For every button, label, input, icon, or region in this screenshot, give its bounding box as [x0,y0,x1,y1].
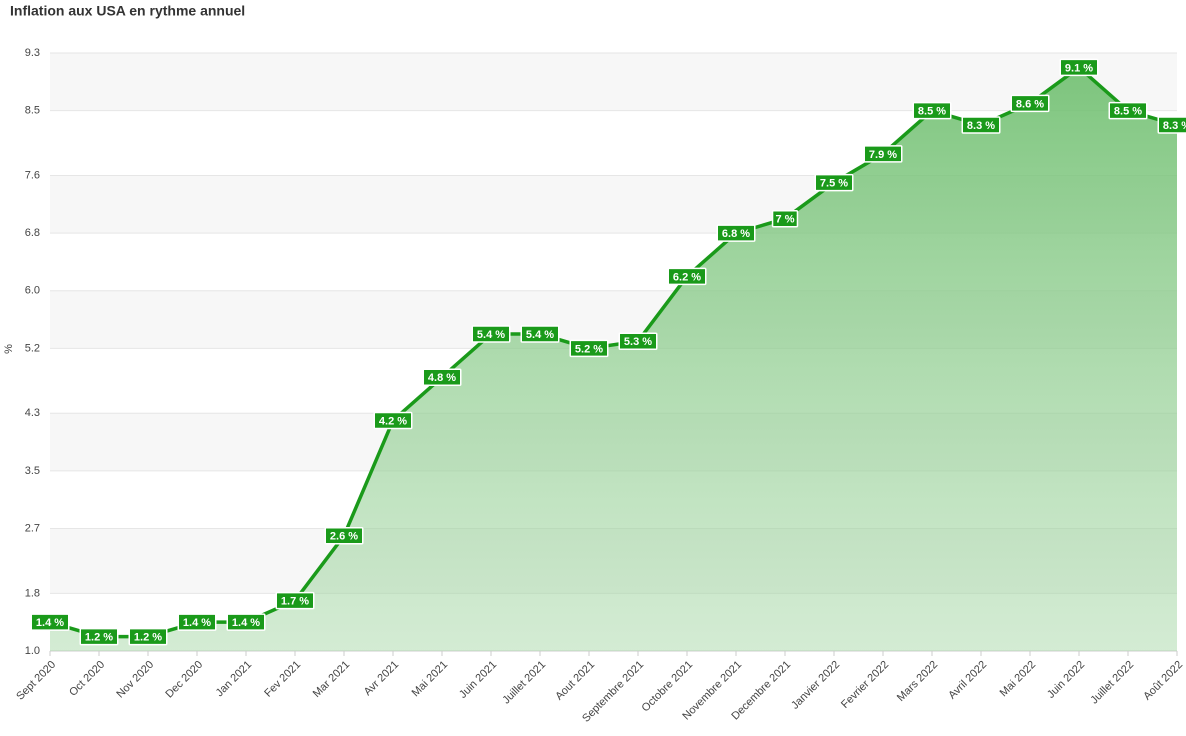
x-tick-label: Août 2022 [1141,659,1185,703]
value-label-box [471,325,511,343]
value-label: 9.1 % [1065,62,1093,74]
value-label: 5.4 % [477,329,505,341]
value-label-box [520,325,560,343]
value-label-box [422,368,462,386]
value-label-box [569,339,609,358]
x-tick-label: Aout 2021 [553,659,597,703]
y-tick-label: 4.3 [25,407,40,419]
x-tick-label: Janvier 2022 [789,659,842,712]
area [50,67,1177,651]
y-tick-label: 6.0 [25,285,40,297]
value-label: 6.8 % [722,228,750,240]
y-tick-label: 5.2 [25,342,40,354]
x-tick-label: Juillet 2021 [500,659,548,707]
x-tick-label: Dec 2020 [163,659,205,701]
value-label: 1.7 % [281,595,309,607]
value-label: 8.3 % [967,120,995,132]
x-tick-label: Mai 2022 [998,659,1038,699]
x-tick-label: Juillet 2022 [1088,659,1136,707]
value-label: 8.3 % [1163,120,1186,132]
x-tick-label: Octobre 2021 [640,659,696,715]
value-label: 1.2 % [134,631,162,643]
value-label-box [667,267,707,286]
value-label-box [814,173,854,192]
value-label-box [275,591,315,610]
y-tick-label: 1.0 [25,645,40,657]
value-label-box [716,224,756,242]
x-tick-label: Nov 2020 [114,659,156,701]
value-label: 1.4 % [232,617,260,629]
value-label-box [128,627,168,646]
y-axis-label: % [3,344,15,354]
x-tick-label: Jan 2021 [214,659,254,699]
value-label-box [30,613,70,631]
value-label: 2.6 % [330,531,358,543]
y-tick-label: 9.3 [25,47,40,59]
value-label: 7 % [776,214,795,226]
value-label: 5.3 % [624,336,652,348]
value-label-box [863,145,903,163]
value-label-box [1108,101,1148,120]
value-label: 5.4 % [526,329,554,341]
value-label: 5.2 % [575,343,603,355]
x-tick-label: Avr 2021 [362,659,401,698]
value-label-box [177,613,217,631]
value-label: 8.5 % [918,106,946,118]
x-tick-label: Fevrier 2022 [839,659,891,711]
value-label-box [1059,58,1099,77]
band [50,53,1177,111]
value-label: 7.9 % [869,149,897,161]
y-tick-label: 3.5 [25,465,40,477]
x-tick-label: Mar 2021 [311,659,352,700]
y-tick-label: 2.7 [25,522,40,534]
value-label-box [373,411,413,430]
value-label-box [771,209,799,228]
y-tick-label: 8.5 [25,105,40,117]
value-label: 7.5 % [820,178,848,190]
x-tick-label: Oct 2020 [67,659,107,699]
value-label-box [79,627,119,646]
value-label-box [912,101,952,120]
value-label: 6.2 % [673,271,701,283]
value-label-box [324,526,364,545]
x-tick-label: Avril 2022 [946,659,989,702]
x-tick-label: Juin 2022 [1045,659,1087,701]
value-label-box [226,613,266,631]
y-tick-label: 6.8 [25,227,40,239]
x-tick-label: Mai 2021 [410,659,450,699]
x-tick-label: Juin 2021 [457,659,499,701]
value-label: 1.4 % [36,617,64,629]
value-label: 1.4 % [183,617,211,629]
value-label: 4.8 % [428,372,456,384]
x-tick-label: Mars 2022 [895,659,940,704]
value-label-box [1157,116,1186,134]
value-label-box [961,116,1001,134]
chart-title: Inflation aux USA en rythme annuel [10,3,245,19]
value-label: 1.2 % [85,631,113,643]
value-label-box [618,332,658,350]
y-tick-label: 1.8 [25,587,40,599]
x-tick-label: Fev 2021 [262,659,303,700]
x-tick-label: Sept 2020 [14,659,58,703]
value-label: 4.2 % [379,415,407,427]
value-label: 8.6 % [1016,98,1044,110]
value-label-box [1010,94,1050,113]
y-tick-label: 7.6 [25,169,40,181]
value-label: 8.5 % [1114,106,1142,118]
